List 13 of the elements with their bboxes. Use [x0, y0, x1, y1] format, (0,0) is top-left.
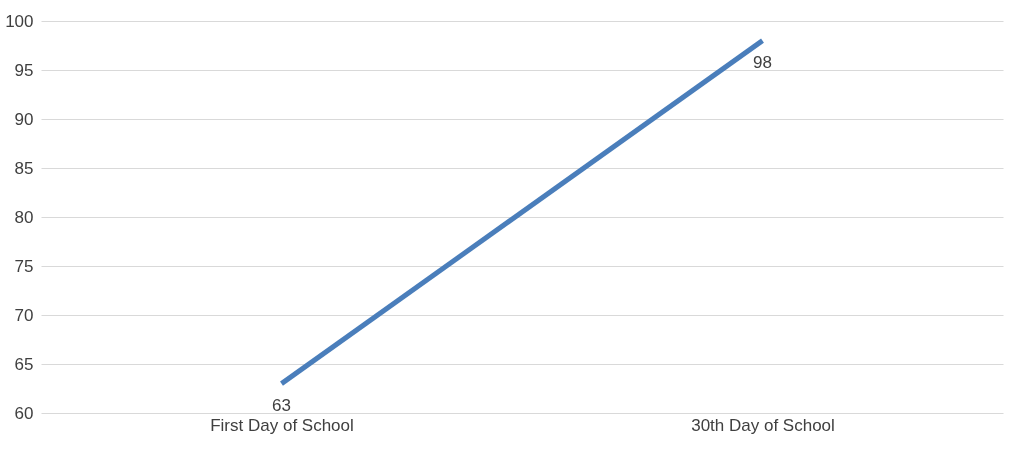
y-tick-label: 90 [14, 109, 34, 129]
y-tick-label: 75 [14, 256, 34, 276]
x-tick-label: 30th Day of School [691, 415, 835, 435]
y-tick-label: 65 [14, 354, 34, 374]
y-tick-label: 80 [14, 207, 34, 227]
data-label: 63 [272, 395, 291, 415]
data-label: 98 [753, 52, 772, 72]
y-tick-label: 85 [14, 158, 34, 178]
y-tick-label: 70 [14, 305, 34, 325]
y-tick-label: 95 [14, 60, 34, 80]
y-tick-label: 60 [14, 403, 34, 423]
x-tick-label: First Day of School [210, 415, 354, 435]
y-tick-label: 100 [5, 11, 34, 31]
